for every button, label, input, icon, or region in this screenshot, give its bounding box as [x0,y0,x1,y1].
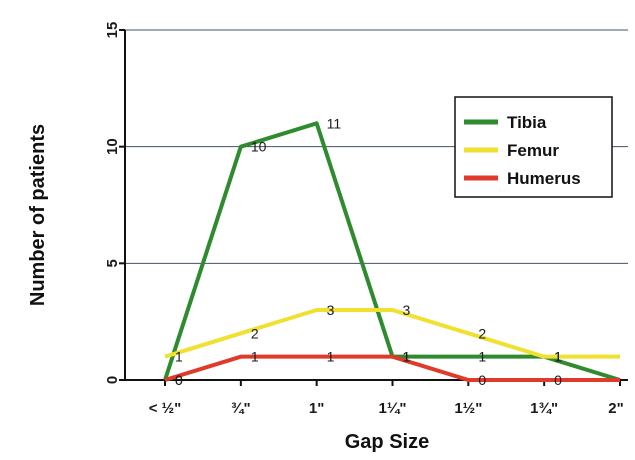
tibia-data-label: 0 [175,372,183,388]
tibia-data-label: 1 [478,349,486,365]
humerus-legend-label: Humerus [507,169,581,188]
x-tick-label: ¾" [231,400,251,417]
femur-series-line [164,308,620,359]
series-lines [163,121,621,382]
legend: Tibia Femur Humerus [454,96,613,198]
femur-data-label: 1 [175,349,183,365]
femur-data-label: 3 [327,302,335,318]
humerus-data-label: 1 [251,349,259,365]
femur-data-label: 3 [403,302,411,318]
humerus-data-label: 1 [327,349,335,365]
x-axis-title: Gap Size [345,431,429,453]
tibia-legend-label: Tibia [507,113,547,132]
y-tick-label: 5 [104,259,121,267]
tibia-data-label: 10 [251,139,267,155]
femur-data-label: 1 [554,349,562,365]
tibia-data-label: 1 [403,349,411,365]
tibia-data-label: 1 [554,349,562,365]
humerus-series-line [164,354,620,382]
humerus-data-label: 0 [478,372,486,388]
x-tick-label: 2" [608,400,623,417]
y-axis-title: Number of patients [27,124,49,306]
tibia-data-label: 11 [327,115,342,131]
femur-legend-label: Femur [507,141,559,160]
femur-data-label: 2 [251,325,259,341]
x-tick-label: < ½" [149,400,182,417]
x-tick-label: 1" [309,400,324,417]
y-tick-label: 15 [104,22,121,39]
y-tick-label: 10 [104,138,121,155]
axes [119,29,628,386]
x-tick-label: 1¾" [530,400,558,417]
legend-box [454,96,613,198]
humerus-data-label: 1 [403,349,411,365]
y-tick-label: 0 [104,376,121,384]
humerus-data-label: 0 [554,372,562,388]
femur-data-label: 2 [478,325,486,341]
x-tick-label: 1½" [454,400,482,417]
x-tick-label: 1¼" [379,400,407,417]
humerus-data-label: 0 [175,372,183,388]
